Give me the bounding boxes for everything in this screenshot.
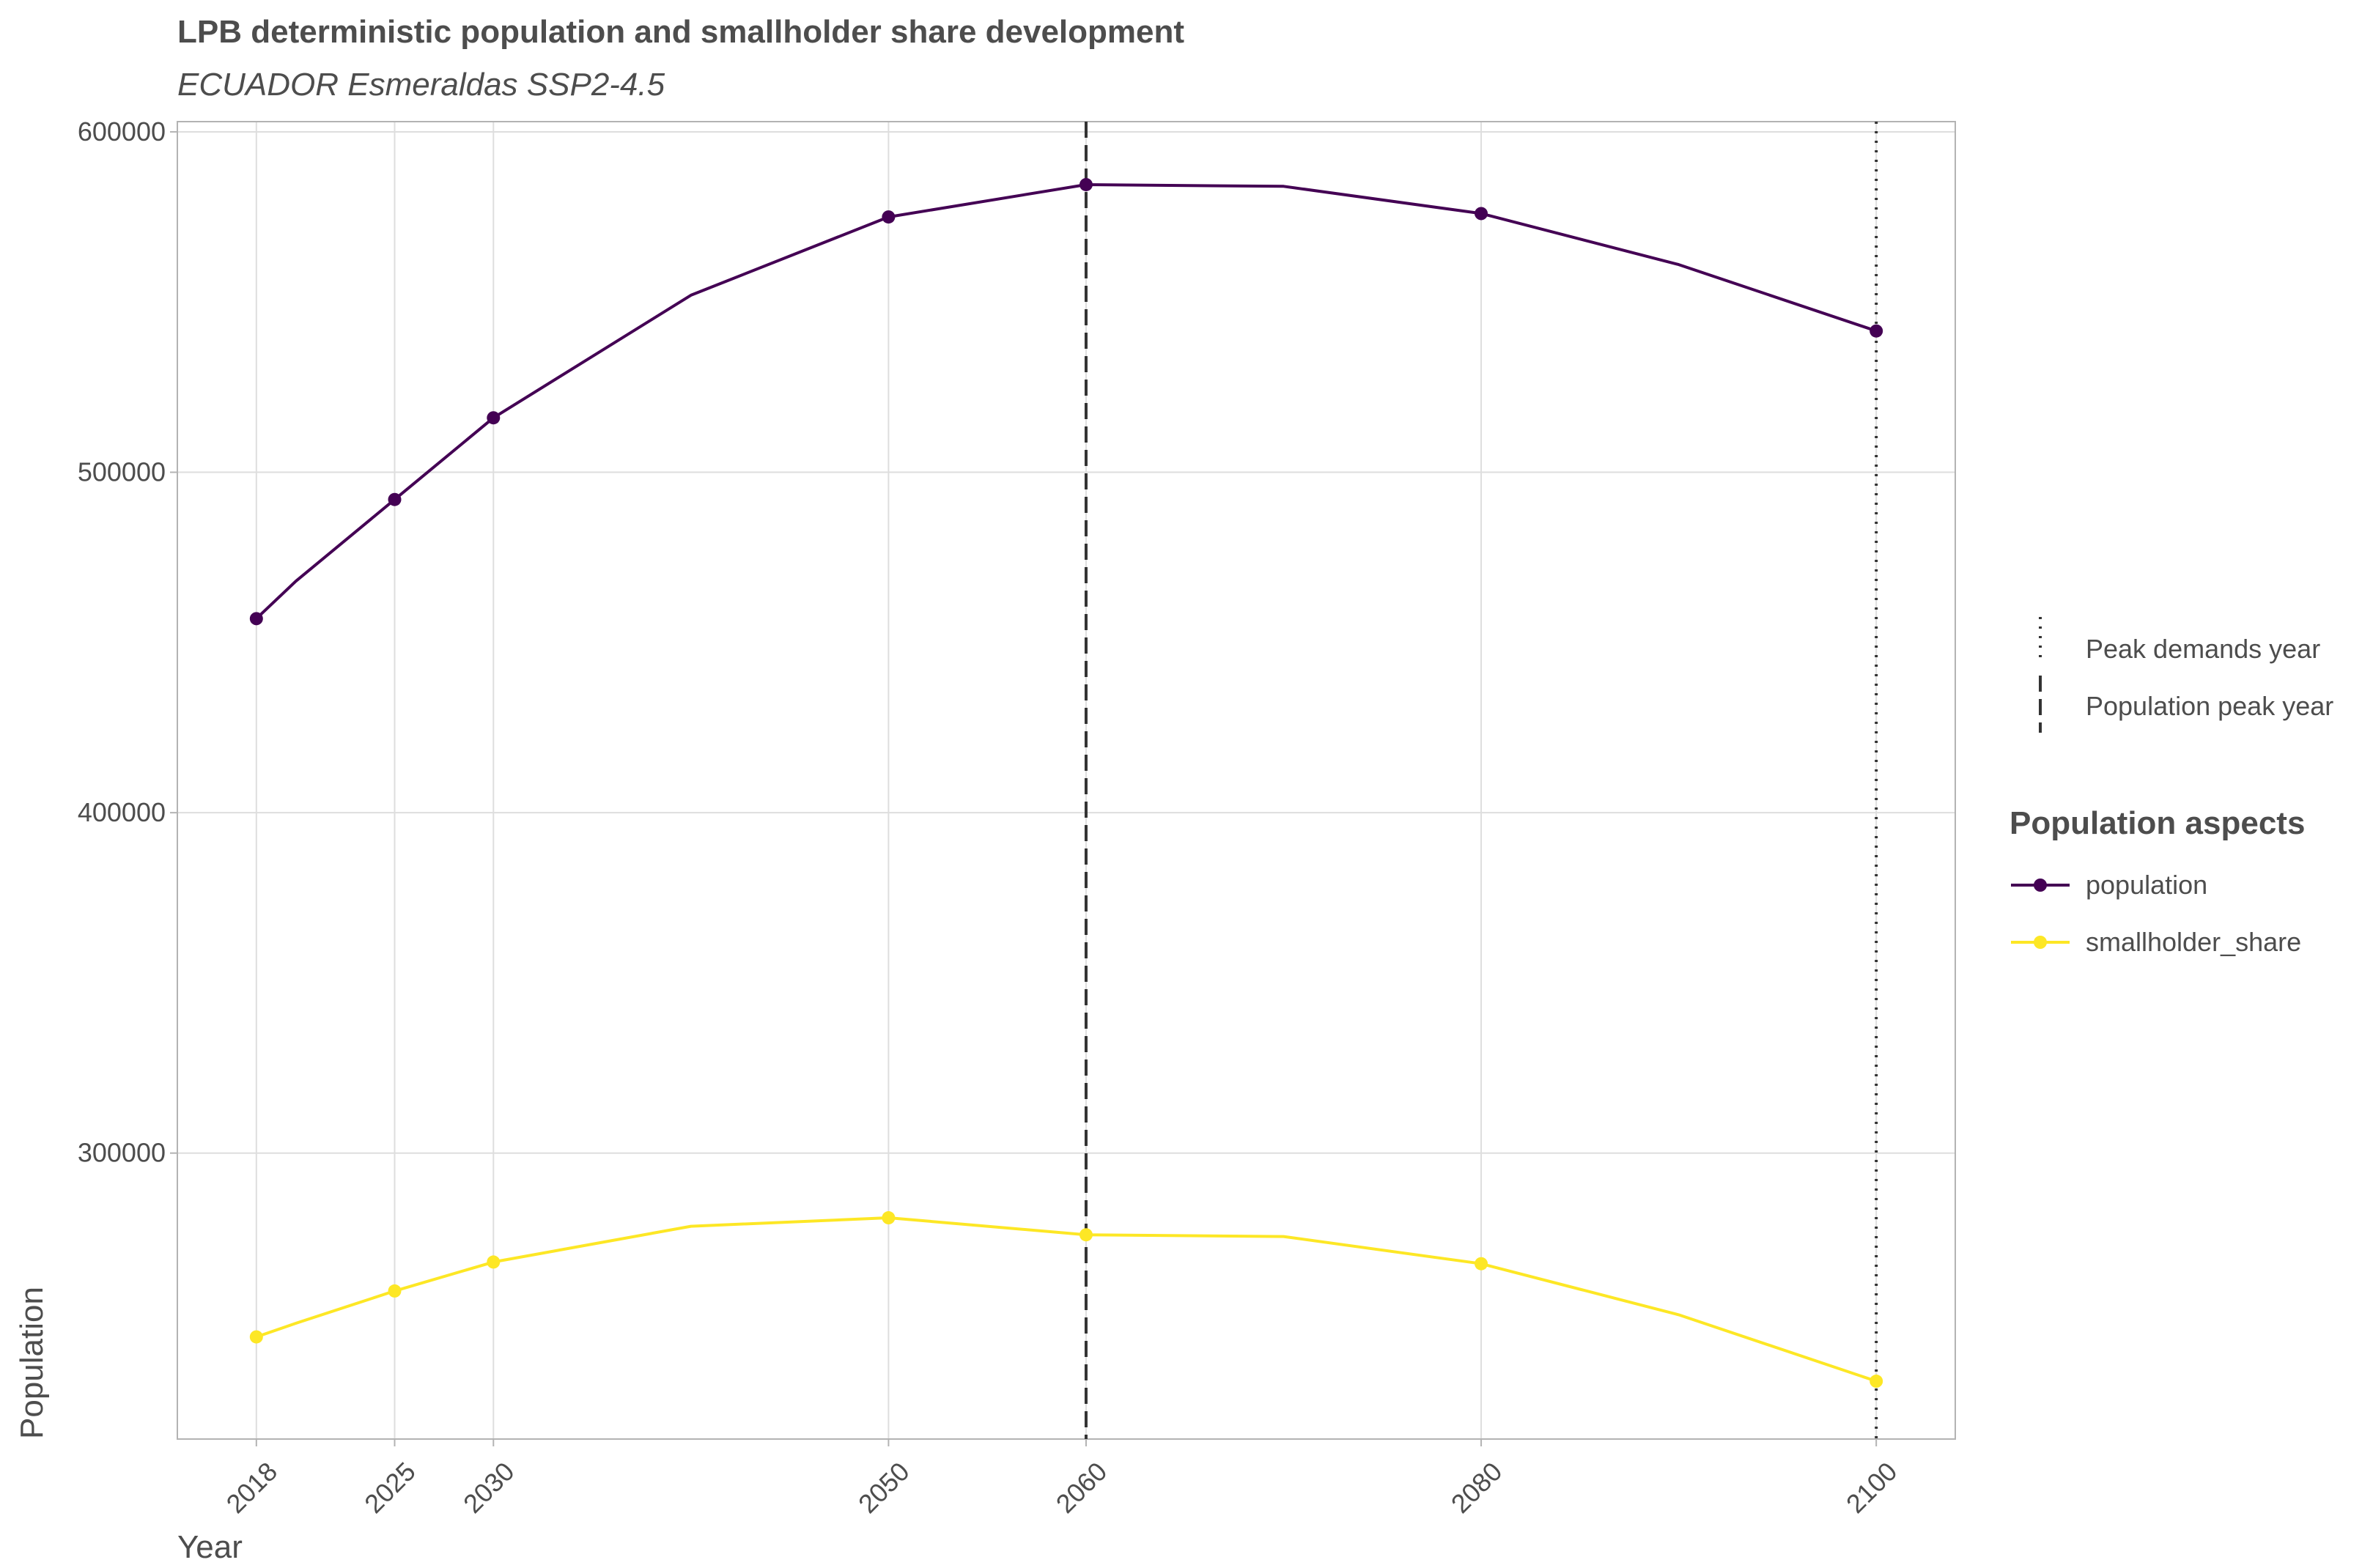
grid-lines (177, 122, 1955, 1439)
y-axis-ticks: 300000 400000 500000 600000 (78, 117, 177, 1168)
x-axis-ticks: 2018 2025 2030 2050 2060 2080 2100 (221, 1439, 1903, 1519)
legend-title: Population aspects (2010, 805, 2305, 841)
plot-panel-border (177, 121, 1956, 1440)
y-axis-title: Population (14, 1287, 50, 1439)
legend-label-population: population (2086, 870, 2207, 900)
legend-label-smallholder-share: smallholder_share (2086, 927, 2301, 957)
data-point-smallholder-share-2060 (1079, 1228, 1093, 1242)
data-point-population-2025 (388, 492, 402, 506)
data-point-smallholder-share-2030 (487, 1255, 501, 1269)
legend-key-population-point (2034, 879, 2047, 892)
data-point-population-2060 (1079, 177, 1093, 191)
x-tick-label-2018: 2018 (221, 1456, 284, 1519)
data-point-smallholder-share-2100 (1870, 1375, 1883, 1388)
series-line-smallholder-share (256, 1216, 1877, 1383)
x-tick-label-2100: 2100 (1840, 1456, 1903, 1519)
legend-key-smallholder-share-point (2034, 936, 2047, 949)
data-point-population-2050 (882, 210, 896, 224)
legend-series: Population aspects population smallholde… (2010, 805, 2305, 957)
x-tick-label-2050: 2050 (852, 1456, 915, 1519)
data-point-population-2030 (487, 411, 501, 425)
data-point-population-2018 (249, 612, 263, 626)
reference-lines (1084, 122, 1878, 1439)
data-point-smallholder-share-2050 (882, 1211, 896, 1225)
x-tick-label-2025: 2025 (358, 1456, 421, 1519)
series-line-population (255, 183, 1877, 620)
legend-label-peak-demands: Peak demands year (2086, 634, 2320, 664)
data-point-smallholder-share-2018 (249, 1330, 263, 1344)
data-point-smallholder-share-2025 (388, 1284, 402, 1298)
x-tick-label-2030: 2030 (457, 1456, 520, 1519)
series-layer (249, 177, 1883, 1388)
y-tick-label-400000: 400000 (78, 797, 166, 827)
x-axis-title: Year (177, 1529, 243, 1565)
y-tick-label-500000: 500000 (78, 457, 166, 487)
data-point-population-2100 (1870, 324, 1883, 338)
y-tick-label-300000: 300000 (78, 1138, 166, 1168)
x-tick-label-2080: 2080 (1445, 1456, 1508, 1519)
legend-reference-lines: Peak demands year Population peak year (2039, 617, 2333, 733)
y-tick-label-600000: 600000 (78, 117, 166, 147)
chart-title: LPB deterministic population and smallho… (177, 14, 1184, 50)
x-tick-label-2060: 2060 (1050, 1456, 1113, 1519)
legend-label-population-peak: Population peak year (2086, 691, 2333, 721)
chart-subtitle: ECUADOR Esmeraldas SSP2-4.5 (177, 67, 665, 103)
data-point-smallholder-share-2080 (1475, 1257, 1488, 1271)
data-point-population-2080 (1475, 207, 1488, 221)
